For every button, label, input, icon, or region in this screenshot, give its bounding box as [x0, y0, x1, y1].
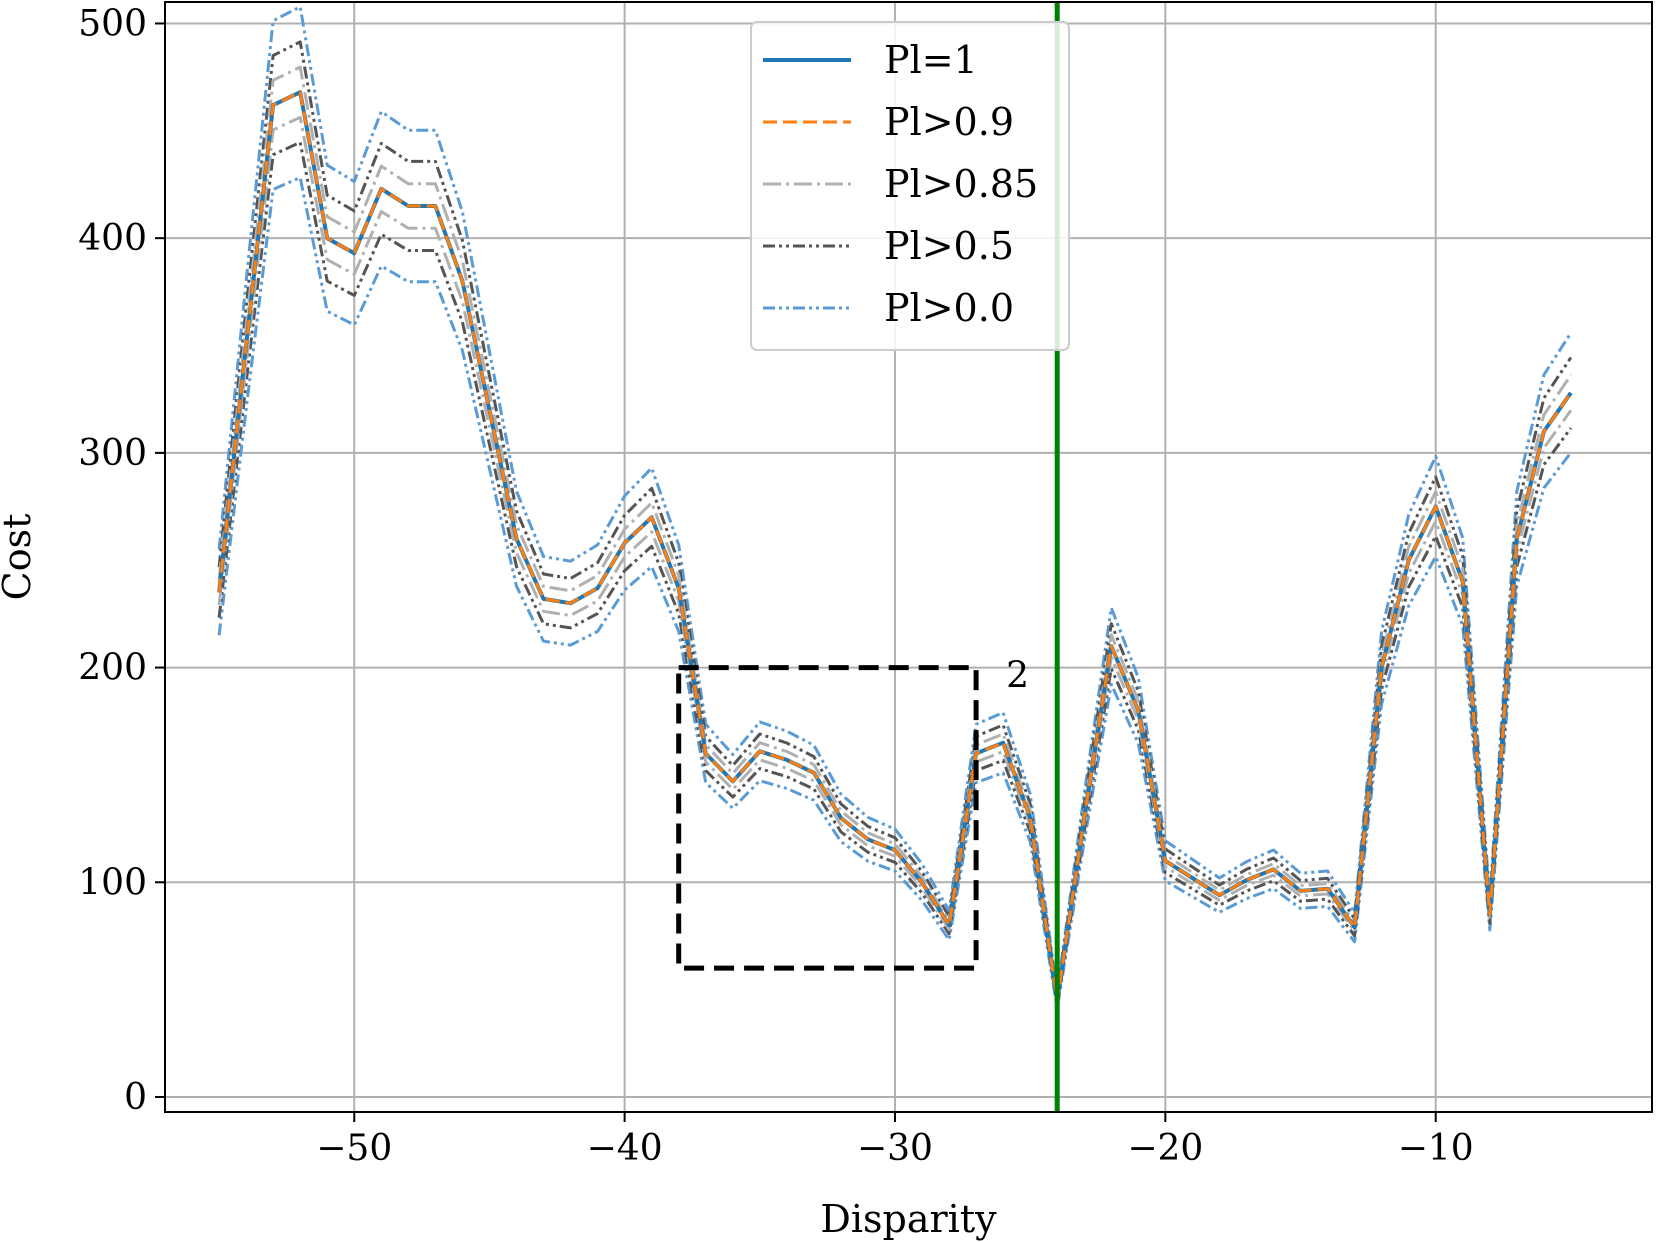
x-tick-label: −50: [316, 1128, 392, 1169]
series-line: [217, 140, 1573, 1007]
legend-label: Pl=1: [884, 38, 978, 82]
x-tick-label: −30: [857, 1128, 933, 1169]
y-tick-label: 200: [78, 648, 147, 689]
y-tick-label: 500: [78, 3, 147, 44]
zoom-box: [676, 665, 979, 971]
series-line: [217, 176, 1573, 1011]
y-axis-label: Cost: [0, 514, 39, 601]
y-tick-label: 400: [78, 218, 147, 259]
legend-box: [750, 21, 1070, 351]
zoom-box-label: 2: [1006, 656, 1029, 697]
legend-label: Pl>0.5: [884, 224, 1014, 268]
series-line: [217, 5, 1573, 994]
legend-label: Pl>0.0: [884, 286, 1014, 330]
y-tick-label: 300: [78, 433, 147, 474]
series-line: [217, 65, 1573, 1000]
legend-label: Pl>0.85: [884, 162, 1038, 206]
x-axis-label: Disparity: [820, 1197, 997, 1241]
x-tick-label: −10: [1398, 1128, 1474, 1169]
tick-layer: −50 −40 −30 −20 −10 0 100 200 300 400 500: [78, 3, 1473, 1169]
series-line: [217, 115, 1573, 1005]
x-tick-label: −20: [1127, 1128, 1203, 1169]
y-tick-label: 100: [78, 862, 147, 903]
y-tick-label: 0: [124, 1077, 147, 1118]
plot-frame: [164, 1, 1653, 1113]
series-layer: [217, 5, 1573, 1011]
legend-label: Pl>0.9: [884, 100, 1014, 144]
series-line: [217, 40, 1573, 997]
x-tick-label: −40: [587, 1128, 663, 1169]
legend: Pl=1 Pl>0.9 Pl>0.85 Pl>0.5 Pl>0.0: [750, 21, 1070, 351]
